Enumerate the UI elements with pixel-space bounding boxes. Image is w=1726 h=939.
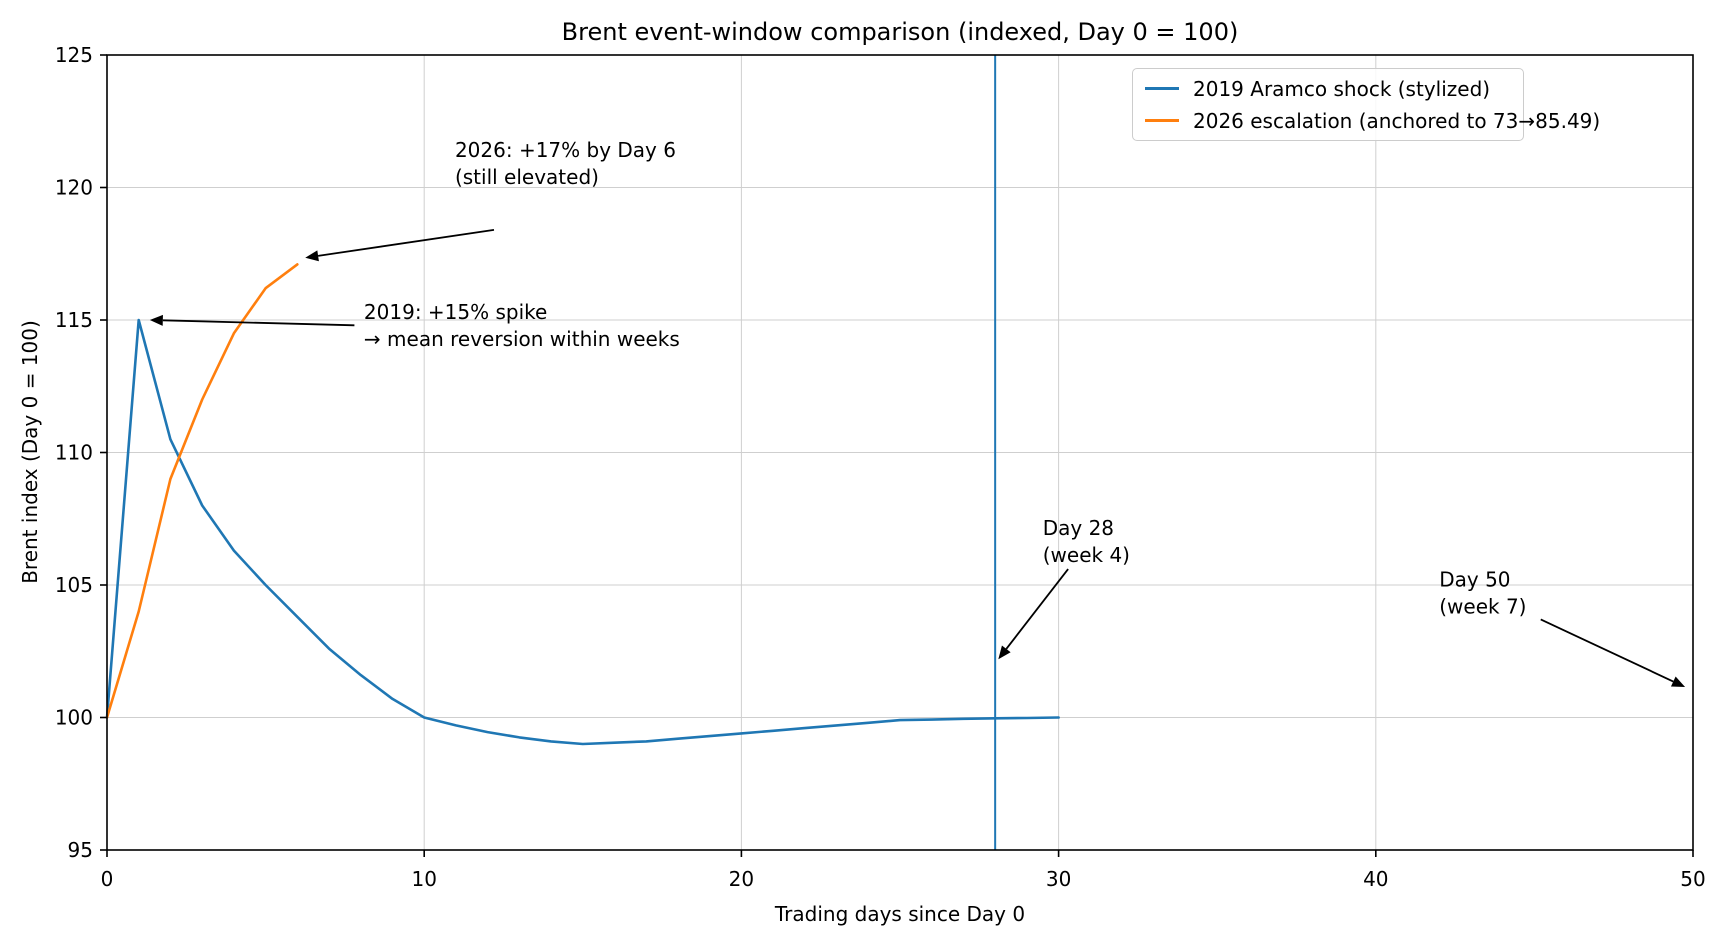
annotation-day-50-text: Day 50 <box>1439 567 1510 591</box>
x-tick-label: 20 <box>729 867 754 891</box>
annotation-day-50-text: (week 7) <box>1439 594 1526 618</box>
legend-entry: 2026 escalation (anchored to 73→85.49) <box>1145 109 1600 133</box>
series-line-0 <box>105 318 1060 746</box>
annotation-day-28-arrowhead <box>998 645 1011 660</box>
y-tick-label: 120 <box>55 176 93 200</box>
annotation-2026-peak-text: (still elevated) <box>455 165 599 189</box>
legend: 2019 Aramco shock (stylized) 2026 escala… <box>1132 68 1600 141</box>
y-tick-label: 105 <box>55 573 93 597</box>
annotation-2026-peak-arrow <box>317 229 495 257</box>
series-line-1 <box>105 263 299 719</box>
y-tick-label: 110 <box>55 441 93 465</box>
x-tick-label: 10 <box>411 867 436 891</box>
x-tick-label: 30 <box>1046 867 1071 891</box>
x-tick-label: 0 <box>101 867 114 891</box>
annotation-2019-spike-text: → mean reversion within weeks <box>364 327 680 351</box>
annotation-day-50-arrow <box>1540 618 1674 683</box>
legend-swatch-2019-line <box>1145 87 1179 90</box>
y-tick-label: 115 <box>55 308 93 332</box>
x-tick-label: 50 <box>1680 867 1705 891</box>
x-tick-label: 40 <box>1363 867 1388 891</box>
annotation-day-28-text: Day 28 <box>1043 516 1114 540</box>
y-tick-label: 100 <box>55 706 93 730</box>
y-tick-label: 125 <box>55 43 93 67</box>
annotation-day-50-arrowhead <box>1670 676 1686 688</box>
legend-swatch-2026-line <box>1145 119 1179 122</box>
legend-entry: 2019 Aramco shock (stylized) <box>1145 77 1511 101</box>
x-axis-label: Trading days since Day 0 <box>774 902 1026 926</box>
annotation-2019-spike-arrow <box>162 319 355 327</box>
legend-label-2026: 2026 escalation (anchored to 73→85.49) <box>1193 108 1601 133</box>
annotation-day-28-arrow <box>1005 568 1069 650</box>
annotation-day-28-text: (week 4) <box>1043 543 1130 567</box>
y-axis-label: Brent index (Day 0 = 100) <box>18 320 42 584</box>
annotation-2019-spike-text: 2019: +15% spike <box>364 300 547 324</box>
y-tick-label: 95 <box>68 838 93 862</box>
annotation-2026-peak-text: 2026: +17% by Day 6 <box>455 138 676 162</box>
annotation-2026-peak-arrowhead <box>305 250 319 262</box>
chart-title: Brent event-window comparison (indexed, … <box>561 18 1239 46</box>
annotation-2019-spike-arrowhead <box>149 314 163 326</box>
legend-label-2019: 2019 Aramco shock (stylized) <box>1193 76 1491 101</box>
